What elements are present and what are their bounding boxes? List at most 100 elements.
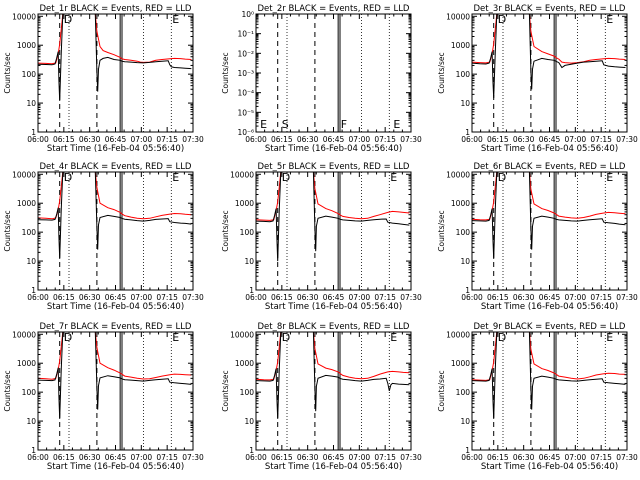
x-tick-label: 06:00	[27, 453, 49, 462]
y-axis-label: Counts/sec	[3, 370, 12, 411]
x-tick-label: 07:30	[182, 453, 204, 462]
y-axis-label: Counts/sec	[3, 52, 12, 93]
series-lld-red	[472, 332, 626, 381]
y-tick-label: 10⁻⁴	[237, 89, 254, 98]
x-tick-label: 06:15	[487, 453, 509, 462]
detector-panel-2: Det_2r BLACK = Events, RED = LLD E S F E 10⁻⁶…	[221, 4, 422, 154]
y-tick-label: 1000	[17, 359, 36, 368]
y-tick-label: 1000	[451, 199, 470, 208]
x-tick-label: 07:30	[182, 293, 204, 302]
x-tick-label: 06:15	[271, 453, 293, 462]
x-tick-label: 06:00	[27, 293, 49, 302]
y-tick-label: 100	[240, 228, 255, 237]
x-tick-label: 07:00	[131, 135, 153, 144]
panel-data	[38, 332, 192, 450]
x-axis-label: Start Time (16-Feb-04 05:56:40)	[265, 462, 402, 472]
x-tick-label: 06:15	[487, 135, 509, 144]
marker-label: S	[282, 118, 289, 131]
y-tick-label: 10	[244, 417, 254, 426]
x-tick-label: 07:15	[590, 293, 612, 302]
x-tick-label: 07:30	[400, 453, 422, 462]
x-tick-label: 07:30	[616, 453, 638, 462]
x-tick-label: 07:15	[374, 453, 396, 462]
panel-data	[256, 332, 410, 450]
x-tick-label: 06:30	[79, 293, 101, 302]
x-tick-label: 06:15	[487, 293, 509, 302]
panel-data	[472, 332, 626, 450]
x-tick-label: 06:00	[461, 293, 483, 302]
marker-label: D	[498, 331, 506, 344]
x-tick-label: 07:00	[565, 293, 587, 302]
series-events-black	[472, 332, 626, 419]
y-tick-label: 10000	[230, 330, 254, 339]
y-tick-label: 1	[31, 128, 36, 137]
x-tick-label: 06:30	[79, 453, 101, 462]
panel-title: Det_3r BLACK = Events, RED = LLD	[474, 4, 626, 14]
x-axis-label: Start Time (16-Feb-04 05:56:40)	[47, 144, 184, 154]
x-axis-label: Start Time (16-Feb-04 05:56:40)	[265, 144, 402, 154]
y-tick-label: 10	[460, 417, 470, 426]
y-tick-label: 1	[249, 446, 254, 455]
x-tick-label: 06:45	[539, 453, 561, 462]
series-events-black	[38, 14, 192, 101]
x-tick-label: 06:00	[245, 453, 267, 462]
x-tick-label: 07:15	[374, 293, 396, 302]
y-tick-label: 10000	[12, 330, 36, 339]
marker-label: D	[64, 13, 72, 26]
panel-data	[472, 14, 626, 132]
panel-title: Det_4r BLACK = Events, RED = LLD	[40, 162, 192, 172]
x-tick-label: 07:30	[616, 135, 638, 144]
y-tick-label: 10⁻¹	[237, 30, 254, 39]
y-tick-label: 1000	[17, 199, 36, 208]
marker-label: D	[498, 13, 506, 26]
x-tick-label: 06:15	[271, 293, 293, 302]
x-tick-label: 07:30	[616, 293, 638, 302]
x-axis-label: Start Time (16-Feb-04 05:56:40)	[481, 302, 618, 312]
y-axis-label: Counts/sec	[221, 370, 230, 411]
y-tick-label: 100	[240, 388, 255, 397]
y-tick-label: 10⁻⁶	[237, 128, 254, 137]
series-lld-red	[256, 332, 410, 381]
marker-label: D	[498, 171, 506, 184]
marker-label: E	[172, 331, 179, 344]
y-tick-label: 1000	[235, 359, 254, 368]
panel-title: Det_5r BLACK = Events, RED = LLD	[258, 162, 410, 172]
y-tick-label: 10	[244, 257, 254, 266]
marker-label: E	[390, 171, 397, 184]
y-tick-label: 100	[456, 388, 471, 397]
series-lld-red	[472, 14, 626, 64]
y-tick-label: 10	[460, 257, 470, 266]
x-tick-label: 06:30	[513, 135, 535, 144]
series-lld-red	[256, 172, 410, 221]
x-tick-label: 06:30	[513, 453, 535, 462]
y-axis-label: Counts/sec	[3, 210, 12, 251]
x-tick-label: 07:00	[131, 453, 153, 462]
x-tick-label: 06:45	[105, 293, 127, 302]
panel-title: Det_8r BLACK = Events, RED = LLD	[258, 322, 410, 332]
y-tick-label: 1	[249, 286, 254, 295]
y-tick-label: 10⁻²	[237, 49, 254, 58]
y-tick-label: 10000	[12, 170, 36, 179]
marker-label: E	[393, 118, 400, 131]
y-tick-label: 1	[465, 446, 470, 455]
x-tick-label: 07:30	[182, 135, 204, 144]
marker-label: E	[390, 331, 397, 344]
x-tick-label: 06:30	[513, 293, 535, 302]
y-tick-label: 10000	[230, 170, 254, 179]
panel-data	[256, 172, 410, 290]
y-tick-label: 100	[456, 228, 471, 237]
panel-data	[472, 172, 626, 290]
marker-label: E	[260, 118, 267, 131]
x-tick-label: 07:30	[400, 293, 422, 302]
x-tick-label: 06:00	[461, 453, 483, 462]
x-tick-label: 07:00	[565, 453, 587, 462]
x-tick-label: 06:00	[27, 135, 49, 144]
series-events-black	[256, 332, 410, 419]
x-tick-label: 06:00	[461, 135, 483, 144]
panel-title: Det_1r BLACK = Events, RED = LLD	[40, 4, 192, 14]
x-tick-label: 07:15	[156, 293, 178, 302]
x-tick-label: 06:30	[297, 453, 319, 462]
